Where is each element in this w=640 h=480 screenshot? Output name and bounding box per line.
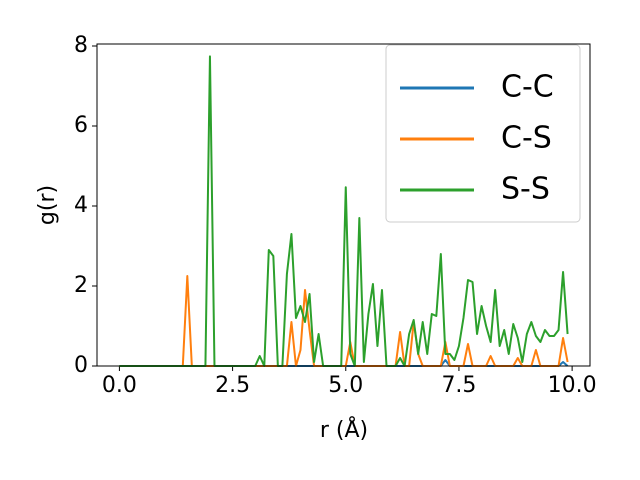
x-tick-label: 2.5 bbox=[215, 373, 250, 398]
y-axis-label: g(r) bbox=[35, 185, 60, 225]
x-tick-label: 0.0 bbox=[102, 373, 137, 398]
x-tick-label: 7.5 bbox=[441, 373, 476, 398]
x-tick-label: 10.0 bbox=[548, 373, 597, 398]
legend-label: C-S bbox=[501, 121, 552, 156]
plot-frame bbox=[96, 43, 591, 367]
legend-label: C-C bbox=[501, 70, 554, 105]
y-tick-label: 0 bbox=[74, 353, 88, 378]
x-axis-label: r (Å) bbox=[320, 416, 368, 443]
y-tick-label: 2 bbox=[74, 273, 88, 298]
y-tick-label: 4 bbox=[74, 193, 88, 218]
y-tick-label: 8 bbox=[74, 33, 88, 58]
y-tick-label: 6 bbox=[74, 113, 88, 138]
x-tick-label: 5.0 bbox=[328, 373, 363, 398]
legend-label: S-S bbox=[501, 172, 550, 207]
legend: C-C C-S S-S bbox=[385, 44, 581, 223]
